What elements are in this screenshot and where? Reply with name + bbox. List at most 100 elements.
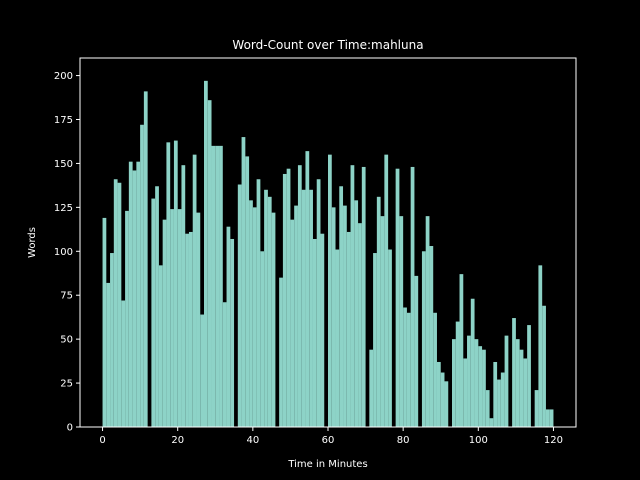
bar bbox=[297, 165, 302, 427]
bar bbox=[305, 151, 310, 427]
bar bbox=[185, 233, 189, 427]
bar bbox=[177, 209, 182, 427]
bar bbox=[286, 168, 291, 427]
bar bbox=[399, 216, 404, 427]
x-tick-label: 60 bbox=[322, 435, 335, 446]
y-tick-label: 150 bbox=[54, 159, 73, 170]
bar bbox=[155, 186, 159, 427]
bar bbox=[252, 207, 257, 427]
bar bbox=[478, 346, 483, 427]
bar bbox=[429, 246, 434, 427]
bar bbox=[527, 325, 531, 427]
bar bbox=[230, 238, 235, 427]
bar bbox=[294, 205, 298, 427]
x-tick-label: 100 bbox=[469, 435, 488, 446]
bar bbox=[290, 219, 295, 427]
bar bbox=[395, 168, 400, 427]
bar bbox=[121, 300, 126, 427]
bar bbox=[301, 189, 306, 427]
bar bbox=[143, 91, 148, 427]
bar bbox=[440, 372, 445, 427]
y-tick-label: 25 bbox=[60, 379, 73, 390]
bar bbox=[136, 161, 141, 427]
bar bbox=[279, 277, 283, 427]
bar bbox=[226, 226, 231, 427]
bar bbox=[474, 339, 479, 427]
bar bbox=[181, 165, 186, 427]
bar bbox=[414, 275, 419, 427]
bar bbox=[444, 381, 449, 427]
bar bbox=[158, 265, 163, 427]
y-tick-label: 175 bbox=[54, 115, 73, 126]
bar bbox=[162, 219, 167, 427]
bar bbox=[113, 179, 118, 427]
bar bbox=[140, 124, 144, 428]
bar bbox=[343, 205, 347, 427]
bar bbox=[219, 145, 223, 427]
x-axis-label: Time in Minutes bbox=[287, 459, 367, 470]
x-tick-label: 20 bbox=[171, 435, 184, 446]
bar bbox=[245, 156, 250, 427]
bar bbox=[380, 216, 385, 427]
bar bbox=[166, 142, 171, 428]
bar bbox=[128, 161, 133, 427]
bar bbox=[222, 302, 227, 427]
bar bbox=[504, 335, 509, 427]
bar bbox=[132, 170, 137, 427]
bar bbox=[249, 200, 253, 427]
bar bbox=[282, 173, 287, 427]
bar bbox=[403, 307, 407, 427]
y-tick-label: 75 bbox=[60, 291, 73, 302]
bar bbox=[406, 312, 411, 427]
bar bbox=[358, 223, 362, 427]
y-tick-label: 200 bbox=[54, 71, 73, 82]
bar bbox=[196, 212, 201, 427]
bar bbox=[106, 282, 111, 427]
bar bbox=[459, 274, 464, 427]
bar bbox=[470, 298, 475, 427]
bar bbox=[346, 231, 351, 427]
bar bbox=[388, 249, 392, 427]
bar bbox=[267, 196, 272, 427]
y-axis-ticks: 0 25 50 75 100 125 150 175 200 bbox=[54, 71, 80, 434]
bars-group bbox=[102, 80, 554, 428]
bar bbox=[455, 321, 460, 427]
bar bbox=[316, 179, 321, 427]
bar bbox=[309, 189, 313, 427]
bar bbox=[312, 238, 317, 427]
bar bbox=[264, 189, 268, 427]
bar bbox=[200, 314, 204, 427]
x-tick-label: 80 bbox=[397, 435, 410, 446]
x-tick-label: 0 bbox=[99, 435, 105, 446]
bar bbox=[328, 154, 332, 427]
bar bbox=[207, 100, 212, 428]
bar bbox=[410, 166, 415, 427]
bar bbox=[489, 418, 494, 427]
bar bbox=[433, 312, 437, 427]
bar bbox=[467, 335, 471, 427]
bar bbox=[151, 198, 156, 427]
bar bbox=[549, 409, 554, 427]
bar bbox=[545, 409, 550, 427]
y-tick-label: 0 bbox=[67, 423, 73, 434]
y-tick-label: 125 bbox=[54, 203, 73, 214]
bar bbox=[538, 265, 543, 427]
bar bbox=[523, 358, 528, 427]
bar bbox=[339, 186, 344, 427]
bar bbox=[425, 216, 430, 427]
bar bbox=[211, 145, 216, 427]
y-tick-label: 50 bbox=[60, 335, 73, 346]
bar bbox=[173, 140, 178, 428]
bar bbox=[110, 253, 114, 427]
bar bbox=[354, 200, 359, 427]
bar bbox=[436, 361, 441, 427]
bar bbox=[534, 390, 539, 427]
bar bbox=[204, 80, 208, 427]
bar bbox=[188, 231, 193, 427]
bar bbox=[493, 361, 498, 427]
bar bbox=[519, 349, 524, 427]
bar bbox=[542, 305, 546, 427]
bar bbox=[384, 154, 389, 427]
bar bbox=[215, 145, 220, 427]
